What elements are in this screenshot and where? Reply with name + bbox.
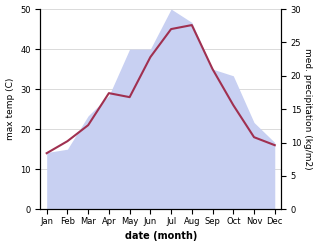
Y-axis label: max temp (C): max temp (C)	[5, 78, 15, 140]
X-axis label: date (month): date (month)	[125, 231, 197, 242]
Y-axis label: med. precipitation (kg/m2): med. precipitation (kg/m2)	[303, 48, 313, 170]
